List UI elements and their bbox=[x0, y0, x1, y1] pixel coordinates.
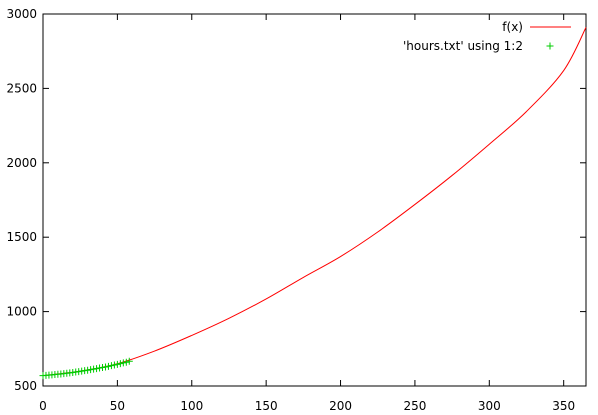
x-tick-label-1: 50 bbox=[110, 399, 125, 413]
plot-frame bbox=[42, 13, 587, 387]
data-point-22 bbox=[104, 362, 112, 370]
x-tick-label-4: 200 bbox=[329, 399, 352, 413]
y-tick-label-3: 2000 bbox=[6, 156, 37, 170]
series bbox=[39, 27, 587, 380]
x-tick-label-3: 150 bbox=[255, 399, 278, 413]
y-tick-label-1: 1000 bbox=[6, 305, 37, 319]
data-point-15 bbox=[84, 366, 92, 374]
data-point-29 bbox=[125, 357, 133, 365]
data-point-25 bbox=[113, 360, 121, 368]
tick-labels: 0 50 100 150 200 250 300 350 500 1000 1500 2000 2500… bbox=[6, 7, 575, 413]
data-point-24 bbox=[110, 361, 118, 369]
legend-label-1: 'hours.txt' using 1:2 bbox=[403, 39, 523, 53]
data-point-18 bbox=[93, 365, 101, 373]
data-point-26 bbox=[116, 360, 124, 368]
legend-swatch-marker-1 bbox=[546, 42, 554, 50]
legend-label-0: f(x) bbox=[502, 20, 523, 34]
x-tick-label-7: 350 bbox=[552, 399, 575, 413]
axes bbox=[42, 13, 587, 387]
data-point-27 bbox=[119, 359, 127, 367]
data-point-23 bbox=[107, 362, 115, 370]
y-tick-label-0: 500 bbox=[14, 379, 37, 393]
x-tick-label-0: 0 bbox=[39, 399, 47, 413]
data-point-17 bbox=[90, 365, 98, 373]
y-tick-label-2: 1500 bbox=[6, 230, 37, 244]
x-tick-label-6: 300 bbox=[478, 399, 501, 413]
tick-marks bbox=[42, 13, 586, 387]
legend: f(x) 'hours.txt' using 1:2 bbox=[403, 20, 571, 53]
series-line-fx bbox=[42, 27, 587, 377]
data-point-21 bbox=[101, 363, 109, 371]
data-point-28 bbox=[122, 358, 130, 366]
data-point-20 bbox=[99, 364, 107, 372]
x-tick-label-5: 250 bbox=[403, 399, 426, 413]
y-tick-label-5: 3000 bbox=[6, 7, 37, 21]
y-tick-label-4: 2500 bbox=[6, 81, 37, 95]
x-tick-label-2: 100 bbox=[180, 399, 203, 413]
